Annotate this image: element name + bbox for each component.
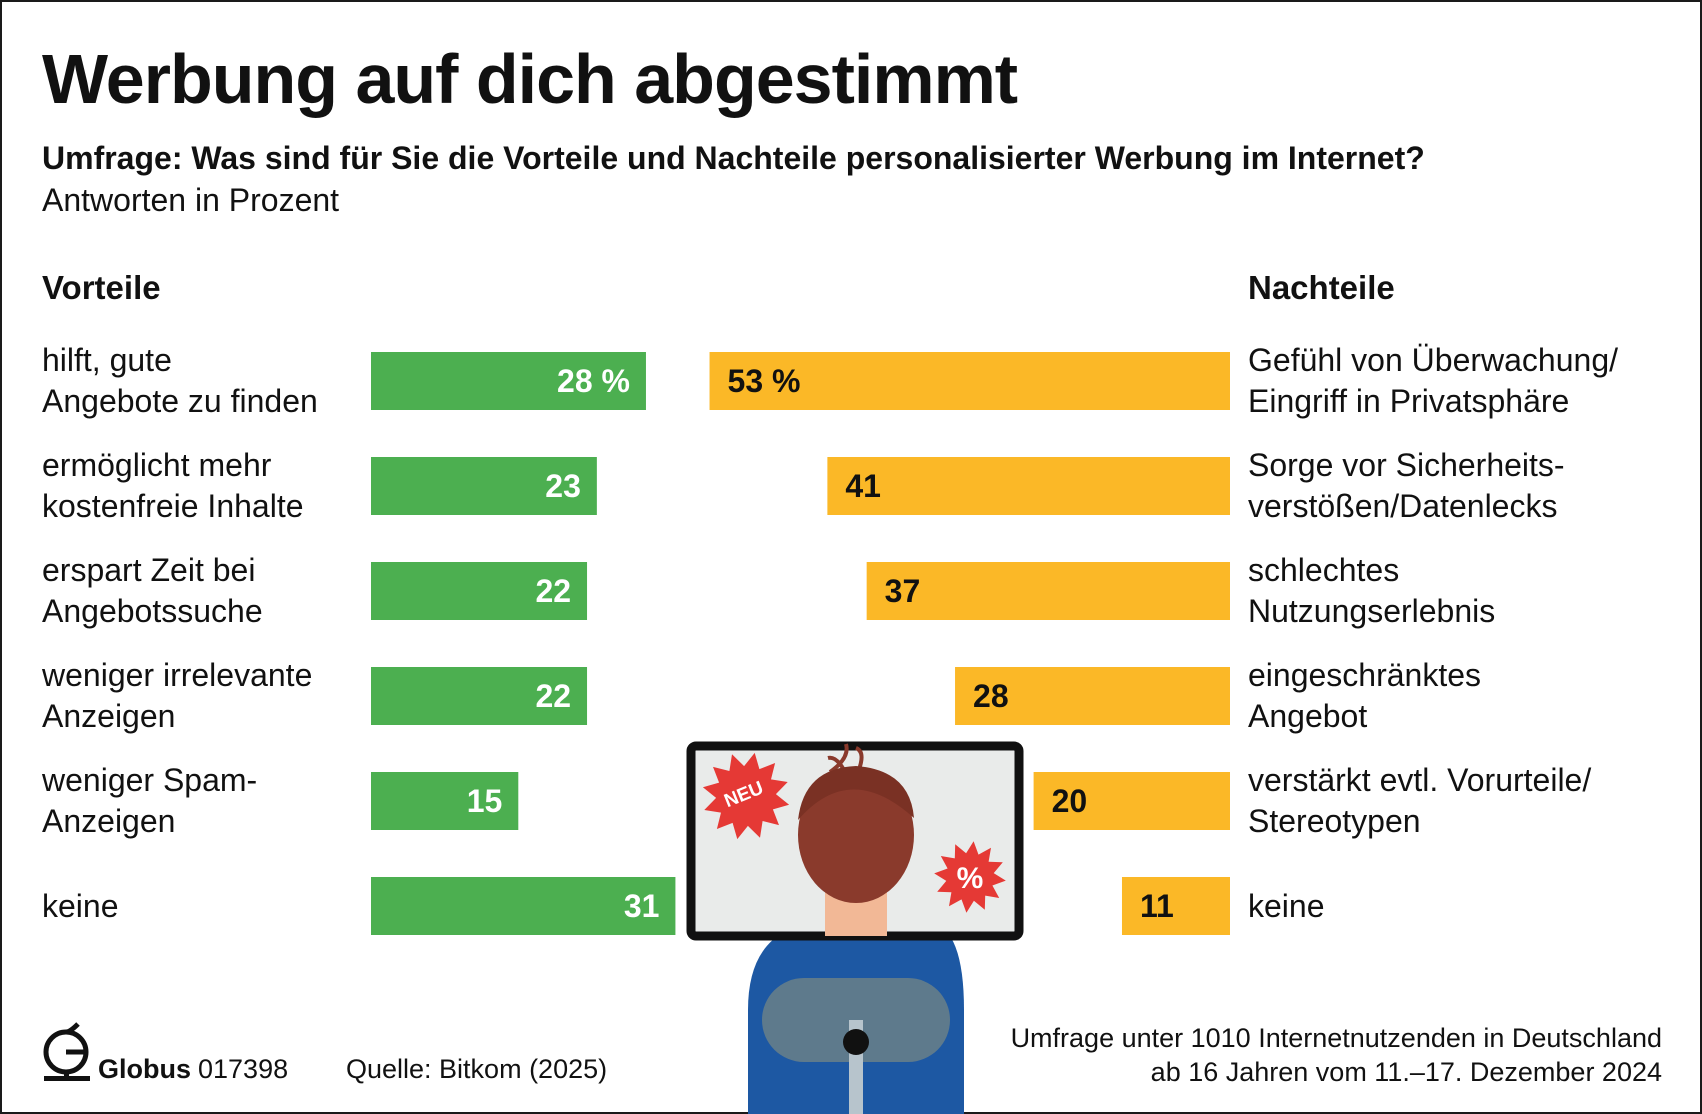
category-label-vorteile-3-line: weniger irrelevante [42, 657, 313, 693]
category-label-nachteile-3-line: eingeschränktes [1248, 657, 1482, 693]
category-label-vorteile-4: weniger Spam- Anzeigen [42, 760, 257, 842]
bar-nachteile-5 [1121, 877, 1230, 935]
category-label-vorteile-1-line: ermöglicht mehr [42, 447, 272, 483]
unit-label: Antworten in Prozent [42, 182, 340, 218]
category-label-nachteile-4-line: Stereotypen [1248, 803, 1421, 839]
value-label-vorteile-5: 31 [624, 888, 660, 924]
category-label-vorteile-2-line: erspart Zeit bei [42, 552, 256, 588]
category-label-nachteile-0-line: Eingriff in Privatsphäre [1248, 383, 1570, 419]
source-note: Quelle: Bitkom (2025) [346, 1054, 608, 1084]
bar-vorteile-2 [371, 562, 588, 620]
category-label-nachteile-1-line: verstößen/Datenlecks [1248, 488, 1558, 524]
badge-percent: % [957, 862, 984, 895]
burst-badge-icon: NEU % [702, 752, 1006, 913]
bar-vorteile-5 [371, 877, 676, 935]
value-label-vorteile-2: 22 [535, 573, 571, 609]
illustration: NEU % [686, 741, 1024, 1114]
category-label-vorteile-1-line: kostenfreie Inhalte [42, 488, 304, 524]
bar-vorteile-4 [371, 772, 519, 830]
category-label-nachteile-3: eingeschränktes Angebot [1248, 655, 1481, 737]
category-label-vorteile-2: erspart Zeit bei Angebotssuche [42, 550, 263, 632]
bar-nachteile-2 [866, 562, 1230, 620]
category-label-vorteile-3-line: Anzeigen [42, 698, 176, 734]
bar-vorteile-3 [371, 667, 588, 725]
value-label-nachteile-3: 28 [973, 678, 1009, 714]
value-label-nachteile-0: 53 % [728, 363, 801, 399]
brand-name: Globus [98, 1054, 191, 1084]
category-label-vorteile-5: keine [42, 886, 119, 927]
bar-vorteile-1 [371, 457, 597, 515]
category-label-nachteile-0: Gefühl von Überwachung/Eingriff in Priva… [1248, 340, 1618, 422]
category-label-vorteile-0-line: Angebote zu finden [42, 383, 318, 419]
value-label-nachteile-1: 41 [845, 468, 881, 504]
category-label-vorteile-2-line: Angebotssuche [42, 593, 263, 629]
bar-nachteile-4 [1033, 772, 1230, 830]
page-title: Werbung auf dich abgestimmt [42, 40, 1018, 118]
category-label-nachteile-4: verstärkt evtl. Vorurteile/Stereotypen [1248, 760, 1591, 842]
category-label-vorteile-4-line: Anzeigen [42, 803, 176, 839]
category-label-vorteile-4-line: weniger Spam- [42, 762, 258, 798]
value-label-vorteile-4: 15 [467, 783, 503, 819]
nachteile-bars: 53 % 41 37 28 20 11 [709, 352, 1230, 935]
category-label-nachteile-3-line: Angebot [1248, 698, 1368, 734]
value-label-vorteile-0: 28 % [557, 363, 630, 399]
category-label-vorteile-0: hilft, gute Angebote zu finden [42, 340, 318, 422]
monitor-icon [686, 741, 1024, 941]
category-label-nachteile-0-line: Gefühl von Überwachung/ [1248, 342, 1618, 378]
category-label-vorteile-1: ermöglicht mehr kostenfreie Inhalte [42, 445, 304, 527]
bar-nachteile-3 [955, 667, 1230, 725]
value-label-nachteile-2: 37 [885, 573, 921, 609]
category-label-nachteile-1: Sorge vor Sicherheits-verstößen/Datenlec… [1248, 445, 1565, 527]
bar-vorteile-0 [371, 352, 646, 410]
graphic-number: 017398 [198, 1054, 289, 1084]
bar-nachteile-1 [827, 457, 1230, 515]
category-label-vorteile-3: weniger irrelevante Anzeigen [42, 655, 312, 737]
bar-nachteile-0 [709, 352, 1230, 410]
globus-logo-icon [43, 1022, 90, 1081]
category-label-vorteile-0-line: hilft, gute [42, 342, 172, 378]
chart-subtitle: Umfrage: Was sind für Sie die Vorteile u… [42, 140, 1425, 176]
category-label-nachteile-5: keine [1248, 886, 1325, 927]
category-label-nachteile-2: schlechtes Nutzungserlebnis [1248, 550, 1495, 632]
vorteile-bars: 28 % 23 22 22 15 31 [371, 352, 676, 935]
nachteile-heading: Nachteile [1248, 269, 1395, 306]
survey-note-line2: ab 16 Jahren vom 11.–17. Dezember 2024 [1150, 1057, 1662, 1087]
survey-note-line1: Umfrage unter 1010 Internetnutzenden in … [1010, 1023, 1662, 1053]
category-label-nachteile-4-line: verstärkt evtl. Vorurteile/ [1248, 762, 1592, 798]
category-label-vorteile-5-line: keine [42, 887, 119, 924]
vorteile-heading: Vorteile [42, 269, 161, 306]
category-label-nachteile-2-line: schlechtes [1248, 552, 1400, 588]
category-label-nachteile-1-line: Sorge vor Sicherheits- [1248, 447, 1565, 483]
category-label-nachteile-5-line: keine [1248, 887, 1325, 924]
value-label-vorteile-3: 22 [535, 678, 571, 714]
value-label-nachteile-5: 11 [1140, 888, 1174, 924]
value-label-vorteile-1: 23 [545, 468, 581, 504]
category-label-nachteile-2-line: Nutzungserlebnis [1248, 593, 1496, 629]
value-label-nachteile-4: 20 [1052, 783, 1088, 819]
